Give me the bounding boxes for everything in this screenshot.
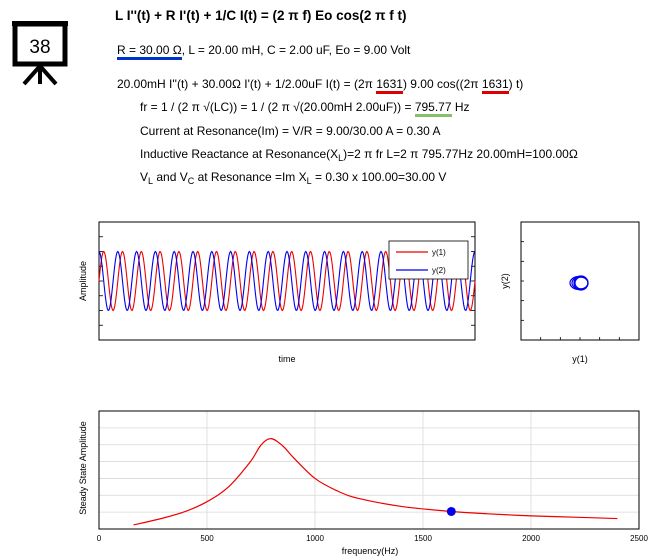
frequency-response-chart: 0 500 1000 1500 2000 2500 frequency(Hz) Stead… [78,410,649,556]
vl-sub2: C [187,176,195,186]
fr-formula: fr = 1 / (2 π √(LC)) = 1 / (2 π √(20.00m… [140,100,415,114]
vl-sub1: L [148,176,154,186]
circuit-parameters: R = 30.00 Ω, L = 20.00 mH, C = 2.00 uF, … [117,43,411,60]
freq-chart-frame [98,410,640,530]
fr-value: 795.77 [414,100,452,117]
fr-unit: Hz [451,100,470,114]
time-y-label: Amplitude [78,261,88,301]
differential-equation: 20.00mH I''(t) + 30.00Ω I'(t) + 1/2.00uF… [117,77,524,94]
phase-chart-ticks [520,221,640,341]
equation-left: 20.00mH I''(t) + 30.00Ω I'(t) + 1/2.00uF… [117,77,377,91]
presentation-board-icon: 38 [12,21,68,86]
vl-sub3: L [306,176,312,186]
time-x-label: time [278,354,295,364]
vl-b: and V [153,170,188,184]
legend-label-y2: y(2) [432,266,446,275]
reactance-text-b: )=2 π fr L=2 π 795.77Hz 20.00mH=100.00Ω [343,147,578,161]
time-chart-legend: y(1) y(2) [388,240,469,280]
badge-number: 38 [29,37,50,58]
phase-y-label: y(2) [500,273,510,289]
amplitude-curve [133,438,618,526]
time-chart-lines [98,250,476,312]
time-series-line-2 [98,250,476,311]
freq-y-label: Steady State Amplitude [78,421,88,515]
page-title: L I''(t) + R I'(t) + 1/C I(t) = (2 π f) … [115,8,407,23]
equation-end: ) t) [508,77,524,91]
other-parameters: , L = 20.00 mH, C = 2.00 uF, Eo = 9.00 V… [181,43,411,57]
phase-trajectory [569,275,589,291]
equation-mid: ) 9.00 cos((2π [402,77,482,91]
phase-chart-frame [520,221,640,341]
current-frequency-marker [446,506,456,516]
resonant-frequency-line: fr = 1 / (2 π √(LC)) = 1 / (2 π √(20.00m… [140,100,470,117]
vl-d: = 0.30 x 100.00=30.00 V [311,170,447,184]
frequency-value-2: 1631 [481,77,509,94]
time-series-line-1 [98,250,476,312]
freq-x-tick-label: 500 [200,534,214,543]
reactance-sub: L [338,153,344,163]
time-series-chart: y(1) y(2) time Amplitude [78,221,476,364]
freq-chart-grid [98,411,640,529]
voltage-at-resonance-line: VL and VC at Resonance =Im XL = 0.30 x 1… [140,170,446,186]
phase-loop [574,276,589,290]
phase-x-label: y(1) [572,354,588,364]
resistance-value: R = 30.00 Ω [117,43,182,60]
vl-c: at Resonance =Im X [194,170,307,184]
freq-x-tick-label: 0 [97,534,102,543]
frequency-value-1: 1631 [376,77,403,94]
freq-x-tick-label: 1500 [414,534,432,543]
freq-x-tick-label: 2500 [630,534,648,543]
resonance-current-line: Current at Resonance(Im) = V/R = 9.00/30… [140,124,441,138]
freq-x-tick-label: 2000 [522,534,540,543]
freq-x-label: frequency(Hz) [342,546,399,556]
vl-a: V [140,170,149,184]
phase-plot-chart: y(1) y(2) [500,221,640,364]
freq-chart-tick-labels: 0 500 1000 1500 2000 2500 [97,534,649,543]
freq-x-tick-label: 1000 [306,534,324,543]
reactance-text-a: Inductive Reactance at Resonance(X [140,147,339,161]
legend-label-y1: y(1) [432,248,446,257]
inductive-reactance-line: Inductive Reactance at Resonance(XL)=2 π… [140,147,578,163]
